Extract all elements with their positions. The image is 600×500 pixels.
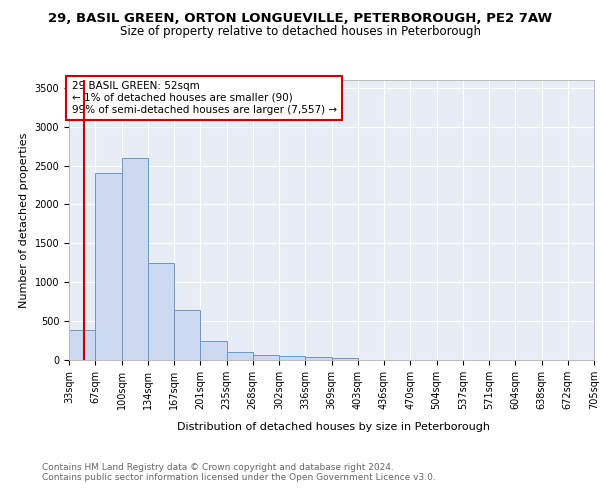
Bar: [331, 358, 358, 360]
Bar: [148, 263, 174, 360]
Text: Distribution of detached houses by size in Peterborough: Distribution of detached houses by size …: [176, 422, 490, 432]
Bar: [174, 310, 200, 360]
Bar: [95, 174, 121, 360]
Text: 29 BASIL GREEN: 52sqm
← 1% of detached houses are smaller (90)
99% of semi-detac: 29 BASIL GREEN: 52sqm ← 1% of detached h…: [71, 82, 337, 114]
Bar: [279, 356, 305, 360]
Text: Contains HM Land Registry data © Crown copyright and database right 2024.
Contai: Contains HM Land Registry data © Crown c…: [42, 462, 436, 482]
Text: Size of property relative to detached houses in Peterborough: Size of property relative to detached ho…: [119, 25, 481, 38]
Bar: [305, 357, 331, 360]
Text: 29, BASIL GREEN, ORTON LONGUEVILLE, PETERBOROUGH, PE2 7AW: 29, BASIL GREEN, ORTON LONGUEVILLE, PETE…: [48, 12, 552, 26]
Bar: [69, 330, 95, 360]
Bar: [253, 356, 279, 360]
Y-axis label: Number of detached properties: Number of detached properties: [19, 132, 29, 308]
Bar: [227, 352, 253, 360]
Bar: [121, 158, 148, 360]
Bar: [200, 340, 227, 360]
